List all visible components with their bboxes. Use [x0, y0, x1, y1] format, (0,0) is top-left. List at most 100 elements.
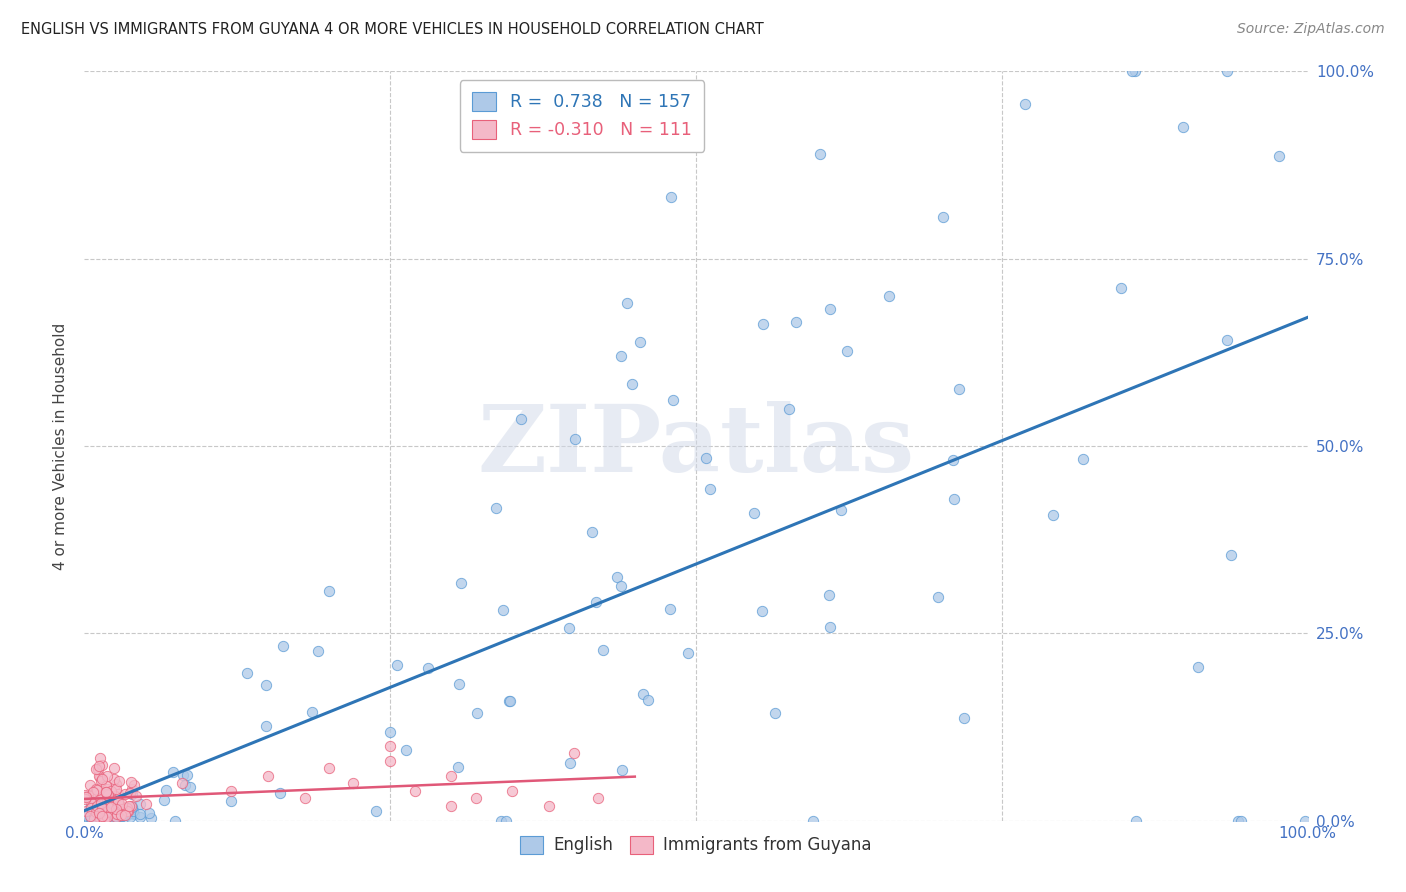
- Point: [100, 810, 122, 824]
- Point: [79, 789, 101, 803]
- Point: [83, 813, 105, 827]
- Point: [94, 811, 117, 825]
- Point: [94, 779, 117, 793]
- Point: [97, 789, 120, 803]
- Point: [97, 804, 120, 818]
- Point: [835, 344, 858, 359]
- Point: [104, 809, 127, 823]
- Point: [110, 798, 132, 813]
- Point: [105, 807, 128, 822]
- Point: [179, 780, 201, 794]
- Point: [104, 800, 127, 814]
- Point: [83, 810, 105, 824]
- Point: [82, 804, 104, 818]
- Point: [948, 382, 970, 396]
- Point: [120, 786, 142, 800]
- Point: [485, 501, 508, 516]
- Point: [111, 802, 134, 816]
- Point: [676, 646, 699, 660]
- Point: [927, 590, 949, 604]
- Point: [107, 795, 129, 809]
- Point: [450, 575, 472, 590]
- Point: [90, 774, 112, 789]
- Point: [103, 761, 125, 775]
- Point: [1216, 333, 1239, 347]
- Point: [80, 800, 103, 814]
- Point: [121, 788, 143, 802]
- Legend: English, Immigrants from Guyana: English, Immigrants from Guyana: [513, 829, 879, 861]
- Point: [695, 450, 717, 465]
- Text: ENGLISH VS IMMIGRANTS FROM GUYANA 4 OR MORE VEHICLES IN HOUSEHOLD CORRELATION CH: ENGLISH VS IMMIGRANTS FROM GUYANA 4 OR M…: [21, 22, 763, 37]
- Text: ZIPatlas: ZIPatlas: [478, 401, 914, 491]
- Point: [89, 770, 111, 784]
- Point: [153, 793, 176, 807]
- Point: [172, 768, 194, 782]
- Point: [562, 746, 585, 760]
- Point: [404, 783, 426, 797]
- Point: [342, 776, 364, 790]
- Point: [637, 693, 659, 707]
- Point: [586, 791, 609, 805]
- Point: [111, 797, 134, 811]
- Point: [440, 769, 463, 783]
- Point: [318, 761, 340, 775]
- Point: [93, 813, 115, 827]
- Point: [87, 810, 110, 824]
- Point: [763, 706, 786, 721]
- Point: [1230, 814, 1253, 828]
- Point: [558, 621, 581, 635]
- Point: [96, 793, 118, 807]
- Point: [93, 812, 115, 826]
- Point: [89, 812, 111, 826]
- Point: [499, 694, 522, 708]
- Point: [86, 799, 108, 814]
- Point: [101, 795, 124, 809]
- Point: [616, 295, 638, 310]
- Point: [114, 808, 136, 822]
- Point: [538, 798, 561, 813]
- Point: [96, 782, 118, 797]
- Point: [1125, 64, 1147, 78]
- Point: [510, 411, 533, 425]
- Point: [115, 800, 138, 814]
- Point: [129, 797, 152, 811]
- Point: [104, 809, 127, 823]
- Point: [94, 805, 117, 820]
- Point: [107, 794, 129, 808]
- Point: [489, 814, 512, 828]
- Point: [90, 808, 112, 822]
- Point: [76, 809, 98, 823]
- Point: [953, 711, 976, 725]
- Point: [449, 677, 471, 691]
- Point: [75, 805, 97, 819]
- Point: [79, 778, 101, 792]
- Point: [447, 759, 470, 773]
- Point: [112, 808, 135, 822]
- Point: [104, 809, 127, 823]
- Point: [742, 506, 765, 520]
- Point: [103, 772, 125, 787]
- Point: [155, 783, 177, 797]
- Point: [176, 768, 198, 782]
- Point: [107, 795, 129, 809]
- Point: [378, 725, 401, 739]
- Point: [101, 802, 124, 816]
- Point: [91, 758, 114, 772]
- Point: [101, 798, 124, 813]
- Point: [122, 804, 145, 818]
- Point: [105, 802, 128, 816]
- Point: [699, 482, 721, 496]
- Point: [84, 807, 107, 822]
- Point: [492, 603, 515, 617]
- Point: [294, 791, 316, 805]
- Point: [86, 801, 108, 815]
- Point: [129, 806, 152, 821]
- Point: [96, 810, 118, 824]
- Point: [620, 376, 643, 391]
- Point: [87, 808, 110, 822]
- Point: [585, 595, 607, 609]
- Point: [93, 809, 115, 823]
- Point: [93, 802, 115, 816]
- Point: [498, 694, 520, 708]
- Point: [122, 778, 145, 792]
